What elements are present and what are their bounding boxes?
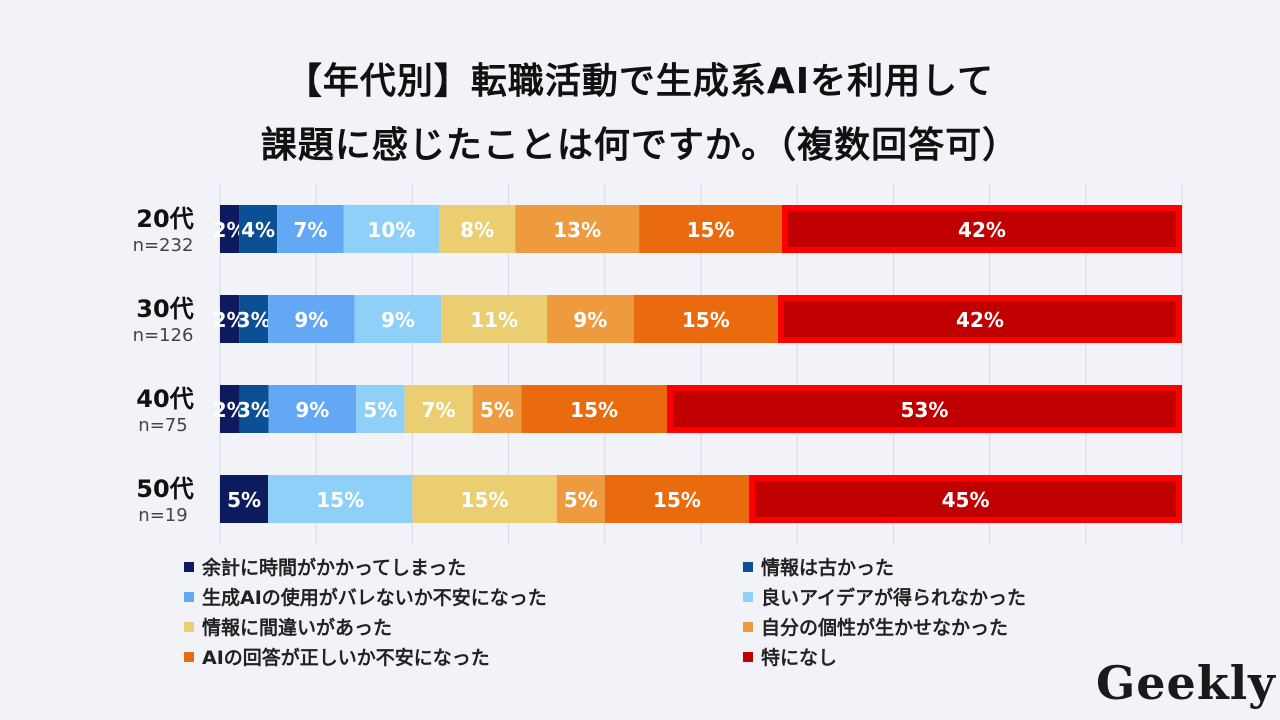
chart-title-line1: 【年代別】転職活動で生成系AIを利用して [285,61,995,102]
bar-segment [604,475,750,523]
chart-title-line2: 課題に感じたことは何ですか。（複数回答可） [260,125,1020,166]
legend-item: 余計に時間がかかってしまった [184,553,466,580]
bar-segment [639,205,782,253]
legend-label: 生成AIの使用がバレないか不安になった [202,587,547,609]
legend-label: 特になし [761,647,838,669]
legend-item: 特になし [743,643,837,670]
sample-size-label: n=19 [138,505,187,526]
legend-item: 自分の個性が生かせなかった [743,613,1008,640]
legend-swatch [184,561,194,572]
data-label: 5% [363,398,397,422]
data-label: 9% [295,398,329,422]
data-label: 42% [958,218,1006,242]
data-label: 15% [682,308,730,332]
data-label: 9% [573,308,607,332]
legend-label: 情報に間違いがあった [202,617,393,639]
bar-segment [220,295,240,343]
legend-swatch [184,591,194,602]
bar-segment [472,385,522,433]
data-label: 10% [368,218,416,242]
highlight-frame [781,205,1182,253]
data-label: 15% [687,218,735,242]
bar-segment [239,295,269,343]
category-label: 20代 [136,205,193,233]
data-label: 11% [470,308,518,332]
legend-item: 情報は古かった [743,553,894,580]
data-label: 8% [460,218,494,242]
bar-segment [521,385,667,433]
legend-label: AIの回答が正しいか不安になった [202,647,490,669]
bar-segment [343,205,440,253]
bar-segment [749,475,1182,523]
data-label: 15% [570,398,618,422]
data-label: 9% [294,308,328,332]
legend-swatch [184,651,194,662]
data-label: 9% [381,308,415,332]
sample-size-label: n=126 [133,325,194,346]
bar-segment [356,385,405,433]
legend-label: 余計に時間がかかってしまった [202,557,467,579]
sample-size-label: n=232 [133,235,194,256]
data-label: 15% [653,488,701,512]
highlight-frame [777,295,1183,343]
data-label: 7% [422,398,456,422]
bar-segment [268,385,357,433]
data-label: 15% [461,488,509,512]
bar-segment [220,475,269,523]
sample-size-label: n=75 [138,415,187,436]
data-label: 7% [294,218,328,242]
data-label: 13% [553,218,601,242]
bar-segment [412,475,557,523]
legend-item: 情報に間違いがあった [184,613,392,640]
bar-segment [239,385,269,433]
data-label: 15% [316,488,364,512]
legend-swatch [743,651,753,662]
bar-segment [666,385,1182,433]
bar-segment [277,205,344,253]
bar-segment [547,295,634,343]
geekly-logo: Geekly [1096,656,1276,710]
category-label: 40代 [136,385,193,413]
bar-segment [239,205,278,253]
legend-swatch [743,621,753,632]
bar-segment [777,295,1182,343]
data-label: 5% [227,488,261,512]
bar-segment [354,295,442,343]
data-label: 5% [564,488,598,512]
data-label: 53% [901,398,949,422]
bar-segment [404,385,473,433]
bar-segment [220,385,240,433]
legend-item: AIの回答が正しいか不安になった [184,643,490,670]
data-label: 4% [241,218,275,242]
legend-label: 自分の個性が生かせなかった [761,617,1009,639]
legend-swatch [743,561,753,572]
bar-segment [220,205,240,253]
category-label: 50代 [136,475,193,503]
bar-segment [268,295,355,343]
bar-segment [556,475,605,523]
legend-label: 情報は古かった [761,557,895,579]
data-label: 3% [237,308,271,332]
data-label: 5% [480,398,514,422]
category-label: 30代 [136,295,193,323]
bar-segment [633,295,778,343]
bar-segment [268,475,413,523]
bar-segment [515,205,640,253]
bar-segment [439,205,516,253]
highlight-frame [749,475,1182,523]
legend-swatch [184,621,194,632]
data-label: 3% [237,398,271,422]
legend-label: 良いアイデアが得られなかった [761,587,1027,609]
legend-swatch [743,591,753,602]
bar-segment [441,295,548,343]
bar-segment [781,205,1182,253]
data-label: 42% [956,308,1004,332]
highlight-frame [666,385,1183,433]
legend-item: 生成AIの使用がバレないか不安になった [184,583,547,610]
data-label: 45% [942,488,990,512]
legend-item: 良いアイデアが得られなかった [743,583,1026,610]
